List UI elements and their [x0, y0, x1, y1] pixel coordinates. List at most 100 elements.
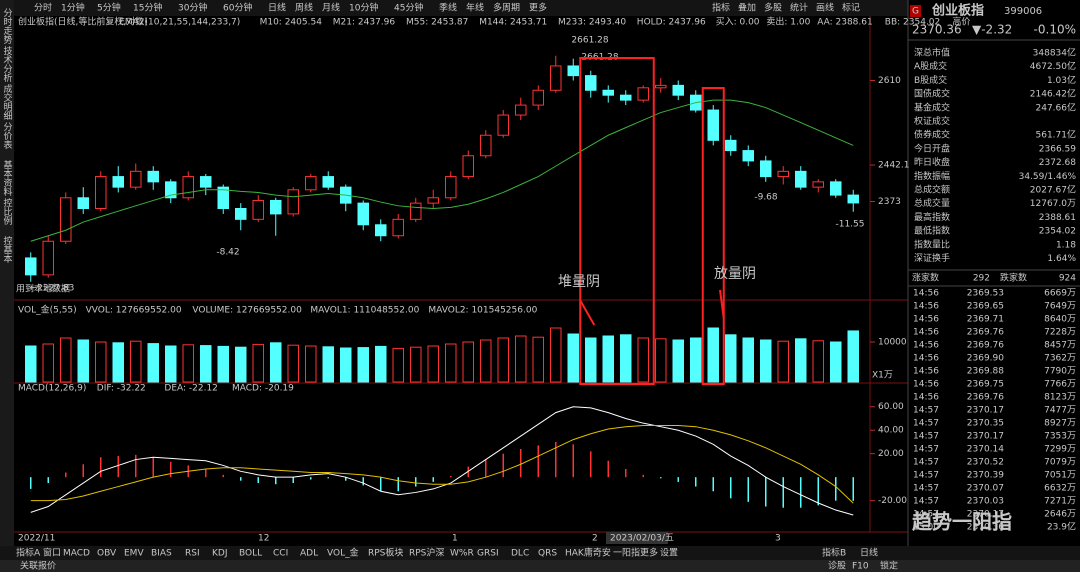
indicator-info: EMA2(10,21,55,144,233,7) [119, 18, 240, 28]
ma-line [30, 99, 854, 242]
quote-value: 2354.02 [1039, 227, 1076, 237]
candle-body [620, 94, 632, 101]
period-tab[interactable]: 5分钟 [97, 2, 121, 14]
tick-time: 14:57 [913, 432, 939, 442]
period-tab[interactable]: 10分钟 [349, 2, 378, 14]
indicator-tab[interactable]: GRSI [477, 549, 499, 559]
tick-price: 2369.71 [967, 315, 1004, 325]
candle-body [95, 176, 107, 210]
period-tab[interactable]: 年线 [466, 2, 484, 14]
status-item[interactable]: 诊股 [828, 560, 846, 572]
period-tab[interactable]: 更多 [529, 2, 547, 14]
indicator-tab[interactable]: DLC [511, 549, 529, 559]
period-tab[interactable]: 多周期 [493, 2, 520, 14]
volume-bar [847, 330, 859, 383]
side-tab[interactable]: 控基本 [2, 235, 13, 264]
candle-body [602, 89, 614, 96]
volume-bar [200, 345, 212, 383]
indicator-tab[interactable]: QRS [538, 549, 557, 559]
indicator-tab[interactable]: RPS沪深 [409, 547, 444, 559]
side-tab[interactable]: 基本资料 [2, 159, 13, 197]
indicator-info: AA: 2388.61 [817, 18, 873, 28]
volume-bar [550, 327, 562, 383]
indicator-tab[interactable]: KDJ [212, 549, 228, 559]
period-tab[interactable]: 60分钟 [223, 2, 252, 14]
indicator-tab[interactable]: 指标A [16, 547, 41, 559]
indicator-tab[interactable]: ADL [300, 549, 318, 559]
tick-volume: 7228万 [1044, 328, 1076, 338]
period-tab[interactable]: 45分钟 [394, 2, 423, 14]
indicator-tab[interactable]: 指标B [822, 547, 846, 559]
quote-label: A股成交 [914, 60, 947, 72]
period-tab[interactable]: 日线 [268, 2, 286, 14]
indicator-tab[interactable]: BOLL [239, 549, 262, 559]
volume-bar [742, 337, 754, 383]
quote-value: 2372.68 [1039, 158, 1076, 168]
period-tab[interactable]: 月线 [322, 2, 340, 14]
badge [910, 5, 921, 17]
indicator-tab[interactable]: 更多 [640, 547, 658, 559]
period-tab[interactable]: 周线 [295, 2, 313, 14]
quote-label: 最高指数 [914, 211, 950, 223]
period-tab[interactable]: 季线 [439, 2, 457, 14]
candle-body [497, 114, 509, 136]
volume-bar [95, 341, 107, 383]
side-tab[interactable]: 分时走势 [2, 8, 13, 45]
indicator-info: DEA: -22.12 [164, 384, 218, 394]
period-tab[interactable]: 15分钟 [133, 2, 162, 14]
tool-button[interactable]: 指标 [712, 2, 730, 14]
indicator-tab[interactable]: MACD [63, 549, 90, 559]
indicator-tab[interactable]: CCI [273, 549, 288, 559]
status-item[interactable]: 锁定 [880, 560, 898, 572]
tool-button[interactable]: 标记 [842, 2, 860, 14]
breadth-label: 跌家数 [1000, 272, 1027, 284]
volume-bar [42, 343, 54, 383]
status-item[interactable]: 关联报价 [20, 560, 56, 572]
tool-button[interactable]: 画线 [816, 2, 834, 14]
tool-button[interactable]: 统计 [790, 2, 808, 14]
tick-time: 14:56 [913, 341, 939, 351]
side-tab[interactable]: 技术分析 [2, 45, 13, 83]
quote-label: 指数振幅 [914, 170, 950, 182]
indicator-info: M144: 2453.71 [479, 18, 547, 28]
side-tab[interactable]: 成交明细 [2, 83, 13, 120]
indicator-tab[interactable]: HAK庸奇安 [565, 547, 611, 559]
period-tab[interactable]: 分时 [34, 2, 52, 14]
status-item[interactable]: F10 [852, 562, 869, 572]
tool-button[interactable]: 多股 [764, 2, 782, 14]
dea-line [30, 425, 854, 504]
candle-body [672, 84, 684, 96]
indicator-tab[interactable]: BIAS [151, 549, 172, 559]
indicator-info: MAVOL1: 111048552.00 [310, 306, 419, 316]
period-tab[interactable]: 30分钟 [178, 2, 207, 14]
candle-body [812, 181, 824, 188]
indicator-tab[interactable]: 一阳指 [613, 547, 640, 559]
tick-volume: 7766万 [1044, 380, 1076, 390]
candle-body [182, 176, 194, 199]
indicator-tab[interactable]: EMV [124, 549, 144, 559]
indicator-tab[interactable]: VOL_金 [327, 547, 359, 559]
quote-label: 昨日收盘 [914, 156, 950, 168]
indicator-tab[interactable]: RPS板块 [368, 547, 403, 559]
indicator-tab[interactable]: 日线 [860, 547, 878, 559]
annotation: 堆量阴 [558, 274, 600, 290]
indicator-tab[interactable]: OBV [97, 549, 117, 559]
price-label: ←2227.83 [30, 284, 75, 294]
side-tab[interactable]: 控比例 [2, 197, 13, 226]
indicator-tab[interactable]: RSI [185, 549, 200, 559]
price-label: -11.55 [835, 220, 864, 230]
indicator-tab[interactable]: W%R [450, 549, 474, 559]
volume-bar [515, 335, 527, 383]
indicator-tab[interactable]: 窗口 [43, 547, 61, 559]
volume-bar [112, 342, 124, 383]
side-tab[interactable]: 分价表 [2, 122, 13, 150]
arrow [719, 289, 725, 319]
volume-bar [340, 347, 352, 383]
period-tab[interactable]: 1分钟 [61, 2, 85, 14]
indicator-tab[interactable]: 设置 [660, 548, 678, 559]
indicator-info: MAVOL2: 101545256.00 [428, 306, 537, 316]
indicator-info: VOL_金(5,55) [18, 304, 77, 316]
candle-body [25, 257, 37, 276]
tick-time: 14:56 [913, 302, 939, 312]
tool-button[interactable]: 叠加 [738, 3, 756, 14]
